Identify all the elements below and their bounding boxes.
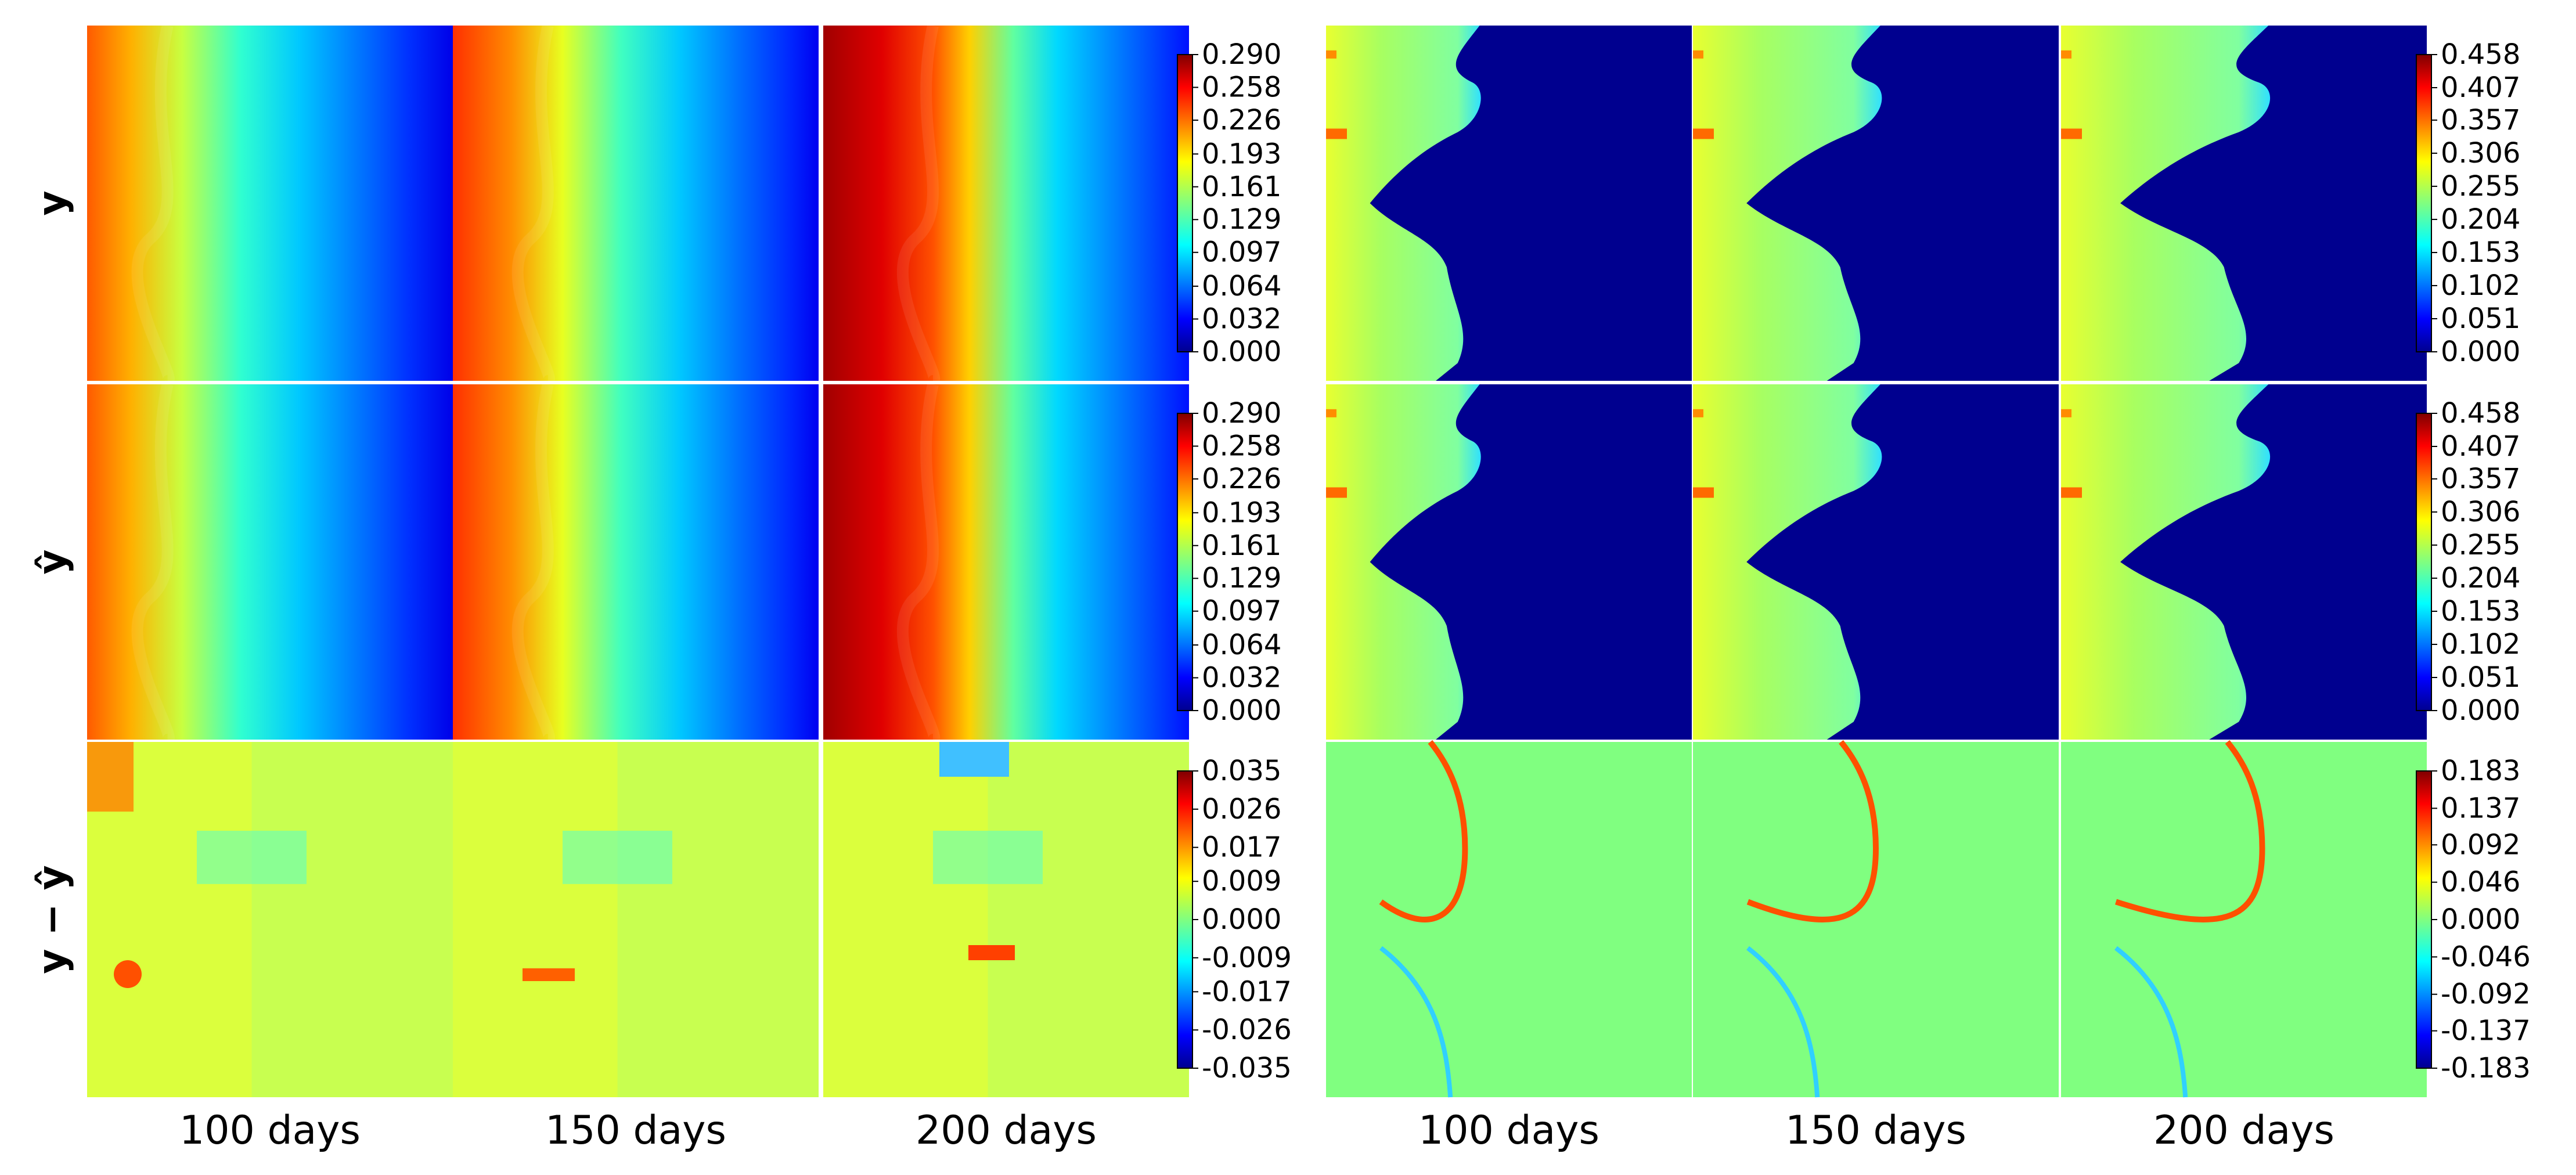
heatmap-panel-g2-r3-c1 [1326,740,1692,1098]
colorbar-g1-r3 [1177,770,1193,1069]
colorbar-tick-label: 0.258 [1202,71,1281,103]
colorbar-tick-label: 0.161 [1202,529,1281,562]
heatmap-panel-g2-r2-c2 [1693,384,2059,740]
colorbar-tick-label: 0.183 [2441,755,2520,787]
colorbar-tick-label: 0.258 [1202,430,1281,462]
colorbar-g2-r2 [2416,413,2432,711]
heatmap-panel-g2-r3-c3 [2061,740,2427,1098]
colorbar-tick-label: 0.097 [1202,595,1281,628]
colorbar-tick-label: 0.204 [2441,562,2520,594]
colorbar-tick-label: 0.009 [1202,865,1281,898]
colorbar-tick-label: 0.153 [2441,595,2520,628]
colorbar-tick-label: 0.153 [2441,236,2520,269]
heatmap-panel-g1-r1-c3 [823,24,1189,387]
colorbar-g1-r2 [1177,413,1193,711]
colorbar-tick-label: 0.226 [1202,463,1281,495]
colorbar-tick-label: 0.407 [2441,71,2520,104]
column-label: 200 days [916,1108,1097,1154]
heatmap-panel-g1-r2-c2 [453,383,819,745]
colorbar-tick-label: 0.000 [1202,336,1281,368]
colorbar-tick-label: 0.000 [2441,694,2520,727]
heatmap-panel-g1-r3-c3 [823,742,1189,1097]
heatmap-panel-g1-r1-c2 [453,24,819,387]
colorbar-tick-label: 0.032 [1202,662,1281,694]
colorbar-g1-r1 [1177,54,1193,352]
colorbar-tick-label: 0.290 [1202,38,1281,71]
colorbar-tick-label: 0.306 [2441,137,2520,170]
colorbar-tick-label: 0.129 [1202,203,1281,236]
colorbar-tick-label: 0.035 [1202,755,1281,787]
colorbar-tick-label: -0.009 [1202,942,1292,974]
colorbar-tick-label: 0.255 [2441,529,2520,561]
colorbar-tick-label: -0.137 [2441,1015,2531,1047]
column-label: 150 days [1785,1108,1966,1154]
colorbar-tick-label: 0.407 [2441,430,2520,463]
heatmap-panel-g2-r1-c3 [2061,26,2427,381]
heatmap-panel-g2-r2-c1 [1326,384,1692,740]
colorbar-tick-label: 0.000 [2441,903,2520,936]
colorbar-tick-label: 0.255 [2441,170,2520,203]
column-label: 100 days [1418,1108,1599,1154]
colorbar-tick-label: 0.161 [1202,171,1281,203]
colorbar-tick-label: 0.092 [2441,828,2520,861]
colorbar-g2-r3 [2416,770,2432,1069]
colorbar-tick-label: 0.193 [1202,496,1281,529]
row-label: y [30,190,74,215]
colorbar-tick-label: 0.458 [2441,38,2520,71]
colorbar-tick-label: 0.017 [1202,831,1281,864]
colorbar-tick-label: 0.097 [1202,236,1281,269]
colorbar-tick-label: -0.017 [1202,975,1292,1008]
colorbar-tick-label: 0.032 [1202,303,1281,336]
colorbar-tick-label: -0.046 [2441,940,2531,973]
colorbar-tick-label: -0.035 [1202,1052,1292,1084]
colorbar-tick-label: 0.000 [1202,694,1281,727]
column-label: 100 days [179,1108,361,1154]
column-label: 200 days [2153,1108,2334,1154]
heatmap-panel-g2-r1-c1 [1326,26,1692,381]
heatmap-panel-g1-r2-c1 [87,383,453,745]
heatmap-panel-g1-r3-c1 [87,742,453,1097]
colorbar-tick-label: -0.026 [1202,1014,1292,1046]
colorbar-tick-label: 0.051 [2441,302,2520,335]
heatmap-panel-g2-r1-c2 [1693,26,2059,381]
heatmap-panel-g1-r2-c3 [823,383,1189,745]
row-label: ŷ [30,549,74,574]
colorbar-tick-label: -0.183 [2441,1052,2531,1084]
colorbar-tick-label: 0.357 [2441,104,2520,136]
colorbar-tick-label: 0.226 [1202,104,1281,136]
colorbar-tick-label: -0.092 [2441,978,2531,1011]
colorbar-tick-label: 0.064 [1202,629,1281,661]
row-label: y − ŷ [30,865,74,974]
colorbar-tick-label: 0.000 [1202,903,1281,936]
heatmap-panel-g1-r3-c2 [453,742,819,1097]
colorbar-tick-label: 0.306 [2441,496,2520,528]
column-label: 150 days [545,1108,726,1154]
colorbar-tick-label: 0.051 [2441,661,2520,694]
colorbar-tick-label: 0.129 [1202,562,1281,594]
colorbar-tick-label: 0.204 [2441,203,2520,236]
colorbar-tick-label: 0.000 [2441,336,2520,368]
colorbar-tick-label: 0.046 [2441,866,2520,899]
colorbar-tick-label: 0.102 [2441,628,2520,661]
colorbar-g2-r1 [2416,54,2432,352]
colorbar-tick-label: 0.193 [1202,138,1281,170]
heatmap-panel-g1-r1-c1 [87,24,453,387]
colorbar-tick-label: 0.064 [1202,270,1281,302]
colorbar-tick-label: 0.137 [2441,792,2520,824]
colorbar-tick-label: 0.026 [1202,793,1281,826]
heatmap-panel-g2-r2-c3 [2061,384,2427,740]
heatmap-panel-g2-r3-c2 [1693,740,2059,1098]
colorbar-tick-label: 0.458 [2441,397,2520,430]
colorbar-tick-label: 0.102 [2441,269,2520,302]
colorbar-tick-label: 0.290 [1202,397,1281,430]
colorbar-tick-label: 0.357 [2441,463,2520,495]
